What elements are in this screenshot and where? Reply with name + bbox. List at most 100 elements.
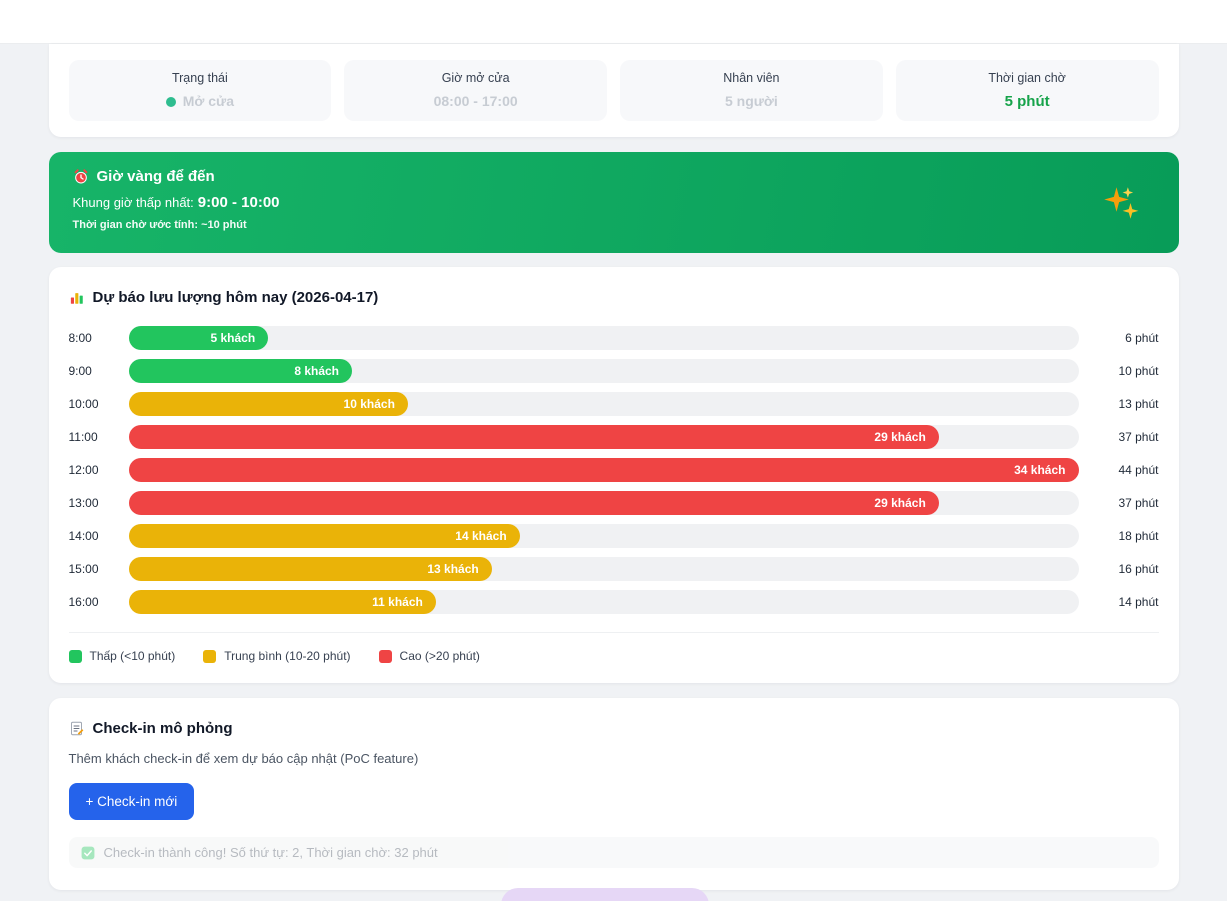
checkin-success-message: Check-in thành công! Số thứ tự: 2, Thời … bbox=[68, 837, 1159, 868]
forecast-bar-track: 11 khách bbox=[128, 590, 1079, 614]
forecast-wait-label: 18 phút bbox=[1118, 529, 1159, 543]
forecast-bar: 13 khách bbox=[128, 557, 492, 581]
forecast-title: Dự báo lưu lượng hôm nay (2026-04-17) bbox=[69, 289, 1159, 306]
forecast-bar-track: 13 khách bbox=[128, 557, 1079, 581]
forecast-time-label: 14:00 bbox=[68, 529, 99, 543]
stat-tile-wait-time: Thời gian chờ 5 phút bbox=[895, 60, 1159, 121]
legend-item: Thấp (<10 phút) bbox=[68, 649, 176, 663]
forecast-bar-track: 10 khách bbox=[128, 392, 1079, 416]
forecast-time-label: 8:00 bbox=[68, 331, 92, 345]
forecast-bar: 8 khách bbox=[128, 359, 353, 383]
forecast-bar: 10 khách bbox=[128, 392, 408, 416]
forecast-wait-label: 16 phút bbox=[1118, 562, 1159, 576]
golden-hour-title: Giờ vàng để đến bbox=[73, 168, 1155, 185]
forecast-row: 11:00 29 khách 37 phút bbox=[69, 425, 1159, 449]
forecast-row: 13:00 29 khách 37 phút bbox=[69, 491, 1159, 515]
legend-label: Cao (>20 phút) bbox=[399, 649, 480, 663]
stats-card: Trạng thái Mở cửa Giờ mở cửa 08:00 - 17:… bbox=[48, 44, 1179, 137]
checkin-success-text: Check-in thành công! Số thứ tự: 2, Thời … bbox=[103, 845, 438, 860]
forecast-bar-label: 10 khách bbox=[343, 397, 395, 411]
checkin-card: Check-in mô phỏng Thêm khách check-in để… bbox=[48, 698, 1179, 890]
golden-hour-range-value: 9:00 - 10:00 bbox=[197, 194, 280, 211]
forecast-time-label: 12:00 bbox=[68, 463, 99, 477]
forecast-bar: 14 khách bbox=[128, 524, 520, 548]
legend-swatch-icon bbox=[203, 649, 217, 663]
sparkles-icon bbox=[1099, 182, 1141, 224]
forecast-row: 12:00 34 khách 44 phút bbox=[69, 458, 1159, 482]
stat-label: Nhân viên bbox=[723, 71, 780, 85]
forecast-wait-label: 14 phút bbox=[1118, 595, 1159, 609]
stat-label: Thời gian chờ bbox=[988, 71, 1066, 85]
forecast-wait-label: 44 phút bbox=[1118, 463, 1159, 477]
forecast-wait-label: 37 phút bbox=[1118, 496, 1159, 510]
forecast-bar-label: 5 khách bbox=[210, 331, 256, 345]
stat-tile-staff: Nhân viên 5 người bbox=[620, 60, 883, 121]
legend-label: Thấp (<10 phút) bbox=[89, 649, 176, 663]
checkin-title: Check-in mô phỏng bbox=[69, 720, 1159, 737]
forecast-bar: 34 khách bbox=[128, 458, 1079, 482]
forecast-bar: 29 khách bbox=[128, 425, 939, 449]
forecast-row: 14:00 14 khách 18 phút bbox=[69, 524, 1159, 548]
top-navigation-bar bbox=[0, 0, 1227, 44]
forecast-row: 16:00 11 khách 14 phút bbox=[69, 590, 1159, 614]
legend-label: Trung bình (10-20 phút) bbox=[224, 649, 351, 663]
forecast-bar-track: 29 khách bbox=[128, 425, 1079, 449]
forecast-time-label: 11:00 bbox=[68, 430, 98, 444]
floating-widget-button[interactable] bbox=[501, 888, 709, 901]
golden-hour-estimate: Thời gian chờ ước tính: ~10 phút bbox=[72, 219, 247, 231]
forecast-bar: 11 khách bbox=[128, 590, 436, 614]
stat-tile-opening-hours: Giờ mở cửa 08:00 - 17:00 bbox=[344, 60, 607, 121]
legend-item: Trung bình (10-20 phút) bbox=[203, 649, 351, 663]
golden-hour-banner: Giờ vàng để đến Khung giờ thấp nhất: 9:00… bbox=[48, 152, 1179, 253]
forecast-time-label: 13:00 bbox=[68, 496, 99, 510]
legend-swatch-icon bbox=[68, 649, 82, 663]
forecast-bar-track: 34 khách bbox=[128, 458, 1079, 482]
forecast-bar-label: 29 khách bbox=[874, 430, 926, 444]
forecast-wait-label: 37 phút bbox=[1118, 430, 1159, 444]
forecast-bar-label: 11 khách bbox=[372, 595, 423, 609]
stat-value-opening-hours: 08:00 - 17:00 bbox=[433, 93, 518, 109]
stat-value-staff: 5 người bbox=[724, 93, 778, 109]
legend-item: Cao (>20 phút) bbox=[378, 649, 480, 663]
forecast-bar-track: 5 khách bbox=[128, 326, 1079, 350]
stat-value-status: Mở cửa bbox=[79, 93, 322, 109]
new-checkin-button[interactable]: + Check-in mới bbox=[68, 783, 195, 820]
forecast-rows: 8:00 5 khách 6 phút 9:00 8 khách 10 phút 10:00… bbox=[69, 326, 1159, 614]
forecast-time-label: 16:00 bbox=[68, 595, 99, 609]
open-status-dot-icon bbox=[165, 97, 176, 107]
forecast-legend: Thấp (<10 phút) Trung bình (10-20 phút) Ca… bbox=[68, 632, 1159, 663]
forecast-wait-label: 6 phút bbox=[1125, 331, 1159, 345]
forecast-bar-track: 14 khách bbox=[128, 524, 1079, 548]
stat-tile-status: Trạng thái Mở cửa bbox=[68, 60, 332, 121]
stats-row: Trạng thái Mở cửa Giờ mở cửa 08:00 - 17:… bbox=[68, 60, 1159, 121]
stat-label: Trạng thái bbox=[171, 71, 228, 85]
forecast-row: 8:00 5 khách 6 phút bbox=[69, 326, 1159, 350]
forecast-bar: 5 khách bbox=[128, 326, 269, 350]
forecast-bar-track: 29 khách bbox=[128, 491, 1079, 515]
legend-swatch-icon bbox=[378, 649, 392, 663]
forecast-bar-label: 29 khách bbox=[874, 496, 926, 510]
check-mark-icon bbox=[81, 846, 95, 860]
forecast-bar-track: 8 khách bbox=[128, 359, 1079, 383]
forecast-bar: 29 khách bbox=[128, 491, 939, 515]
forecast-time-label: 15:00 bbox=[68, 562, 99, 576]
page-container: Trạng thái Mở cửa Giờ mở cửa 08:00 - 17:… bbox=[48, 44, 1179, 890]
stat-label: Giờ mở cửa bbox=[441, 71, 510, 85]
bar-chart-icon bbox=[69, 290, 84, 305]
forecast-wait-label: 13 phút bbox=[1118, 397, 1159, 411]
checkin-description: Thêm khách check-in để xem dự báo cập nh… bbox=[68, 751, 419, 766]
forecast-wait-label: 10 phút bbox=[1118, 364, 1159, 378]
memo-icon bbox=[69, 721, 84, 736]
forecast-bar-label: 13 khách bbox=[427, 562, 479, 576]
forecast-bar-label: 8 khách bbox=[294, 364, 340, 378]
forecast-card: Dự báo lưu lượng hôm nay (2026-04-17) 8:… bbox=[48, 267, 1179, 683]
forecast-row: 10:00 10 khách 13 phút bbox=[69, 392, 1159, 416]
forecast-time-label: 9:00 bbox=[68, 364, 92, 378]
golden-hour-range: Khung giờ thấp nhất: 9:00 - 10:00 bbox=[72, 194, 280, 211]
forecast-bar-label: 14 khách bbox=[455, 529, 507, 543]
forecast-time-label: 10:00 bbox=[68, 397, 99, 411]
forecast-row: 9:00 8 khách 10 phút bbox=[69, 359, 1159, 383]
forecast-bar-label: 34 khách bbox=[1014, 463, 1066, 477]
stat-value-wait-time: 5 phút bbox=[1004, 93, 1050, 110]
alarm-clock-icon bbox=[73, 168, 89, 185]
